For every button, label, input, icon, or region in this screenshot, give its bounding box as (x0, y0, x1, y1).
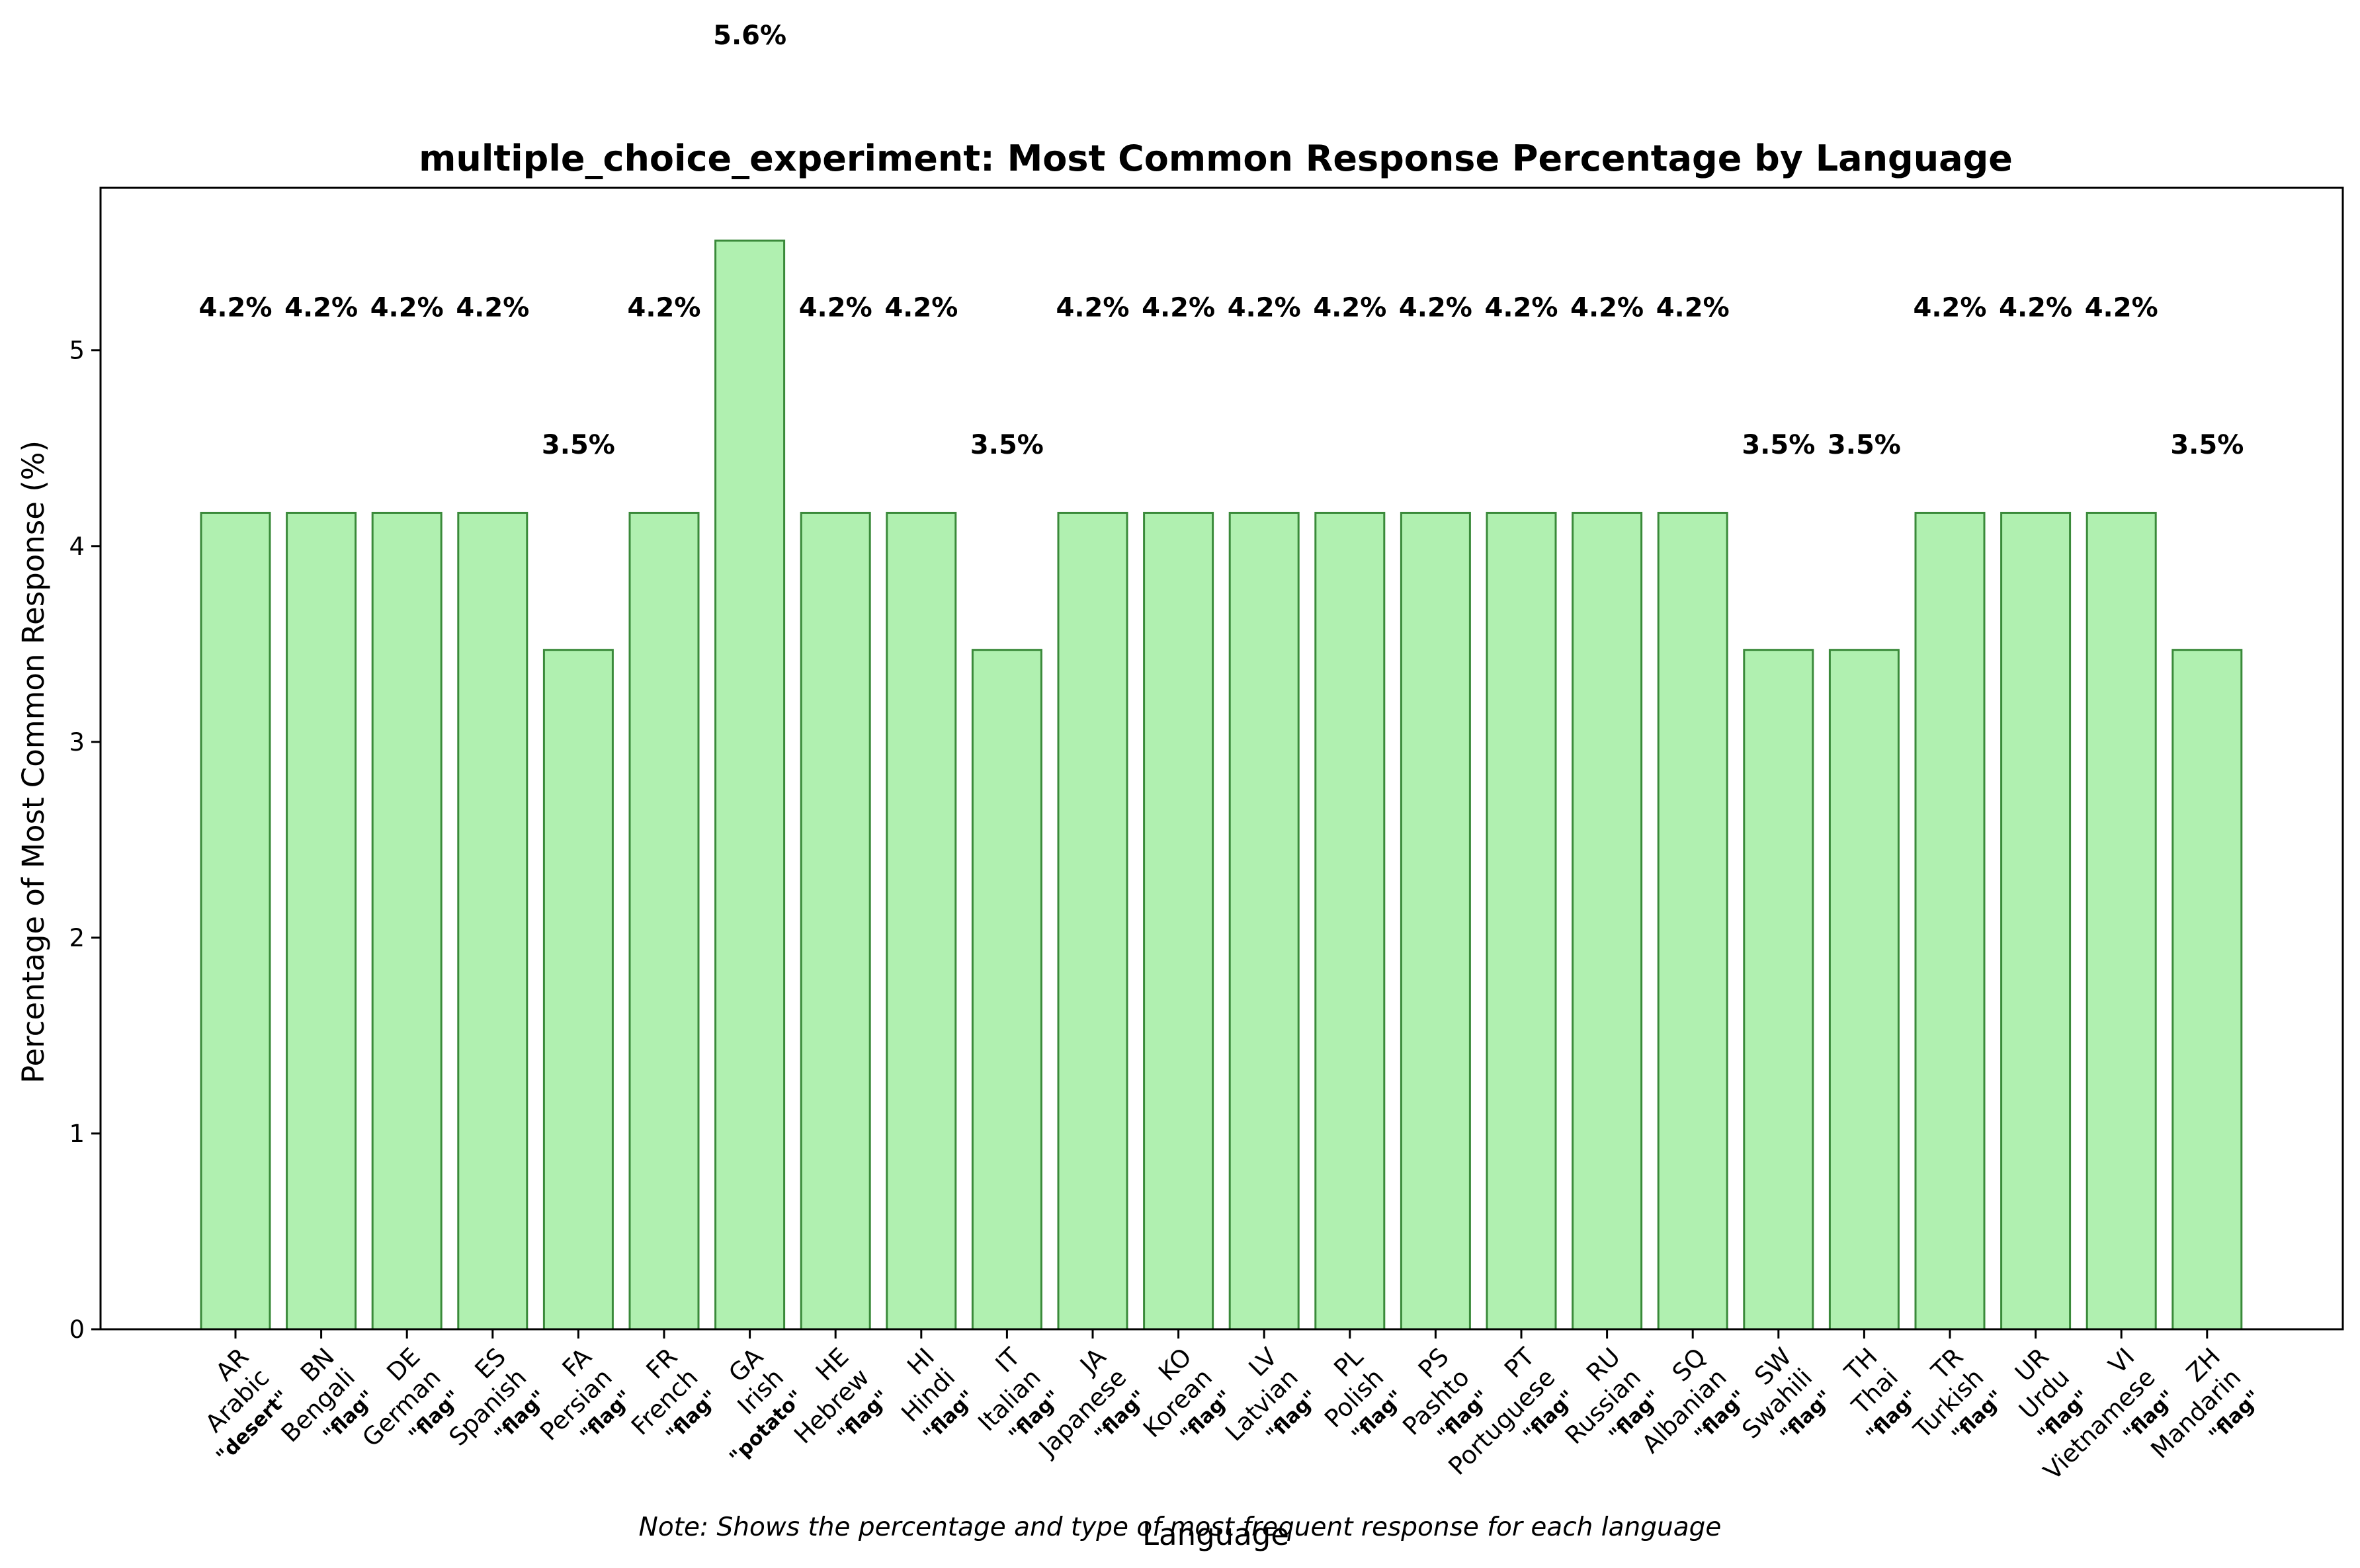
bar-he (800, 511, 871, 1331)
bar-de (371, 511, 442, 1331)
bar-fr (628, 511, 700, 1331)
value-label-bn: 4.2% (284, 293, 358, 323)
value-label-ja: 4.2% (1056, 293, 1130, 323)
value-label-lv: 4.2% (1228, 293, 1301, 323)
value-label-fa: 3.5% (542, 430, 615, 460)
chart-title: multiple_choice_experiment: Most Common … (419, 138, 2013, 179)
bar-sw (1743, 649, 1814, 1331)
bar-sq (1657, 511, 1728, 1331)
plot-frame (99, 186, 2344, 1331)
value-label-ur: 4.2% (1999, 293, 2072, 323)
value-label-pl: 4.2% (1313, 293, 1386, 323)
bar-ja (1057, 511, 1128, 1331)
y-tick-label: 3 (69, 728, 85, 757)
y-tick-label: 1 (69, 1120, 85, 1148)
value-label-hi: 4.2% (884, 293, 958, 323)
value-label-sw: 3.5% (1742, 430, 1815, 460)
y-tick-label: 4 (69, 532, 85, 561)
bar-th (1828, 649, 1900, 1331)
bar-ga (714, 239, 786, 1331)
y-tick-label: 5 (69, 337, 85, 365)
bar-tr (1914, 511, 1986, 1331)
value-label-th: 3.5% (1828, 430, 1901, 460)
value-label-tr: 4.2% (1914, 293, 1987, 323)
chart-note: Note: Shows the percentage and type of m… (639, 1512, 1722, 1542)
value-label-ko: 4.2% (1142, 293, 1215, 323)
value-label-zh: 3.5% (2170, 430, 2244, 460)
value-label-pt: 4.2% (1485, 293, 1558, 323)
x-axis-label: Language (1142, 1517, 1289, 1552)
bar-vi (2086, 511, 2157, 1331)
value-label-ga: 5.6% (713, 21, 786, 51)
value-label-he: 4.2% (799, 293, 872, 323)
bar-ps (1400, 511, 1471, 1331)
bar-pt (1486, 511, 1557, 1331)
bar-it (971, 649, 1042, 1331)
bar-fa (542, 649, 614, 1331)
value-label-ru: 4.2% (1570, 293, 1644, 323)
bar-lv (1228, 511, 1300, 1331)
value-label-it: 3.5% (970, 430, 1044, 460)
bar-zh (2171, 649, 2243, 1331)
bar-bn (286, 511, 357, 1331)
bar-hi (886, 511, 957, 1331)
bar-ru (1572, 511, 1643, 1331)
bar-pl (1314, 511, 1386, 1331)
bar-ur (2000, 511, 2072, 1331)
value-label-fr: 4.2% (628, 293, 701, 323)
bar-ar (200, 511, 271, 1331)
value-label-ps: 4.2% (1399, 293, 1472, 323)
value-label-vi: 4.2% (2085, 293, 2158, 323)
y-tick-label: 2 (69, 924, 85, 952)
value-label-de: 4.2% (370, 293, 444, 323)
value-label-sq: 4.2% (1656, 293, 1730, 323)
y-axis-label: Percentage of Most Common Response (%) (16, 440, 51, 1083)
bar-es (457, 511, 528, 1331)
y-tick-label: 0 (69, 1315, 85, 1344)
bar-ko (1143, 511, 1214, 1331)
value-label-ar: 4.2% (199, 293, 273, 323)
value-label-es: 4.2% (456, 293, 529, 323)
